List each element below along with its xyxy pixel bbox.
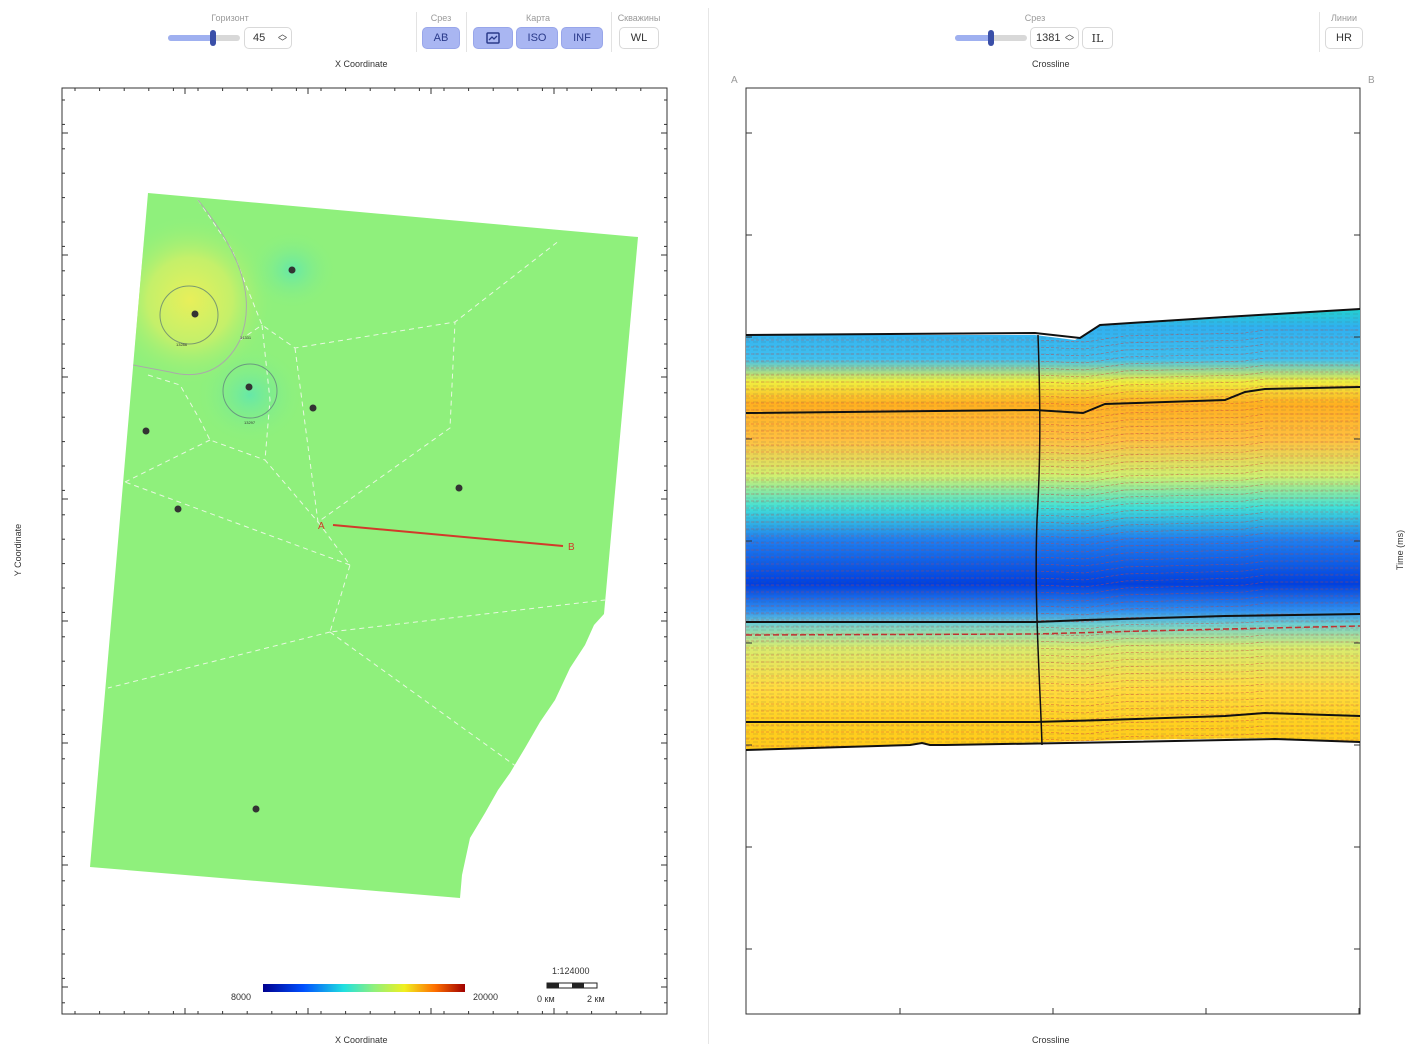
seismic-section[interactable] xyxy=(705,0,1411,1052)
well-point xyxy=(142,427,150,435)
colorbar-min-label: 8000 xyxy=(231,992,251,1002)
well-label: 13297 xyxy=(244,420,256,425)
spin-arrows-icon[interactable]: ︿ ﹀ xyxy=(1064,29,1074,47)
time-axis-title: Time (ms) xyxy=(1395,529,1405,571)
lines-group-label: Линии xyxy=(1331,13,1357,23)
section-corner-a: A xyxy=(731,75,738,86)
slice-slider-thumb[interactable] xyxy=(988,30,994,46)
crossline-title-bottom: Crossline xyxy=(1032,1035,1070,1045)
map-plot[interactable]: 13286 14331 13297 A B 8000 20000 1:12400… xyxy=(0,0,705,1052)
well-point xyxy=(309,404,317,412)
x-axis-title-bottom: X Coordinate xyxy=(335,1035,388,1045)
horizon-slider-thumb[interactable] xyxy=(209,30,216,46)
slice-slider-fill xyxy=(955,35,991,41)
well-point xyxy=(252,805,260,813)
well-point xyxy=(288,266,296,274)
toolbar-separator xyxy=(1319,12,1320,52)
ab-button[interactable]: AB xyxy=(422,27,460,49)
well-point xyxy=(191,310,199,318)
il-button[interactable]: IL xyxy=(1082,27,1113,49)
map-group-label: Карта xyxy=(525,13,551,23)
x-axis-title-top: X Coordinate xyxy=(335,59,388,69)
well-point xyxy=(245,383,253,391)
y-axis-title: Y Coordinate xyxy=(13,523,23,577)
hr-button[interactable]: HR xyxy=(1325,27,1363,49)
wl-button[interactable]: WL xyxy=(619,27,659,49)
toolbar-separator xyxy=(466,12,467,52)
well-point xyxy=(455,484,463,492)
map-image-button[interactable] xyxy=(473,27,513,49)
iso-button[interactable]: ISO xyxy=(516,27,558,49)
toolbar-separator xyxy=(416,12,417,52)
colorbar xyxy=(263,984,465,992)
scale-dist-label: 2 км xyxy=(587,994,605,1004)
horizon-slider[interactable] xyxy=(168,35,240,41)
profile-end-label: B xyxy=(568,542,575,553)
slice-value: 1381 xyxy=(1036,32,1061,44)
colorbar-max-label: 20000 xyxy=(473,992,498,1002)
panel-divider[interactable] xyxy=(708,8,709,1044)
horizon-spinbox[interactable]: 45 ︿ ﹀ xyxy=(244,27,292,49)
horizon-value: 45 xyxy=(253,32,266,44)
toolbar-separator xyxy=(611,12,612,52)
crossline-title-top: Crossline xyxy=(1032,59,1070,69)
spin-arrows-icon[interactable]: ︿ ﹀ xyxy=(277,29,287,47)
slice-group-label: Срез xyxy=(430,13,452,23)
wells-group-label: Скважины xyxy=(617,13,661,23)
map-icon xyxy=(486,32,500,44)
section-corner-b: B xyxy=(1368,75,1375,86)
horizon-group-label: Горизонт xyxy=(211,13,249,23)
well-label: 14331 xyxy=(240,335,252,340)
slice-group-label-right: Срез xyxy=(1024,13,1046,23)
well-label: 13286 xyxy=(176,342,188,347)
profile-start-label: A xyxy=(318,521,325,532)
scale-ratio: 1:124000 xyxy=(552,966,590,976)
horizon-slider-fill xyxy=(168,35,213,41)
scale-zero-label: 0 км xyxy=(537,994,555,1004)
slice-spinbox[interactable]: 1381 ︿ ﹀ xyxy=(1030,27,1079,49)
inf-button[interactable]: INF xyxy=(561,27,603,49)
well-point xyxy=(174,505,182,513)
profile-line xyxy=(332,524,564,547)
